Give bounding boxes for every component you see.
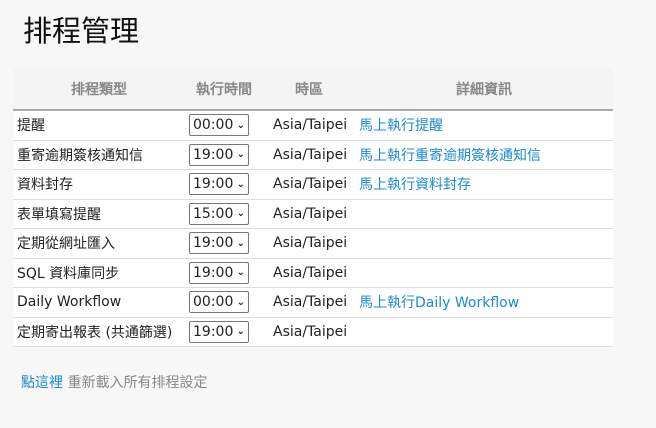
time-value: 19:00 bbox=[193, 323, 234, 340]
footer: 點這裡 重新載入所有排程設定 bbox=[21, 372, 207, 392]
run-now-link[interactable]: 馬上執行Daily Workflow bbox=[359, 295, 520, 312]
chevron-down-icon: ⌄ bbox=[236, 296, 245, 308]
time-value: 19:00 bbox=[193, 146, 234, 163]
schedule-type: 重寄逾期簽核通知信 bbox=[13, 140, 185, 170]
chevron-down-icon: ⌄ bbox=[236, 119, 245, 131]
timezone: Asia/Taipei bbox=[263, 199, 355, 229]
schedule-type: 定期寄出報表 (共通篩選) bbox=[13, 317, 185, 347]
reload-text: 重新載入所有排程設定 bbox=[67, 375, 208, 391]
header-time: 執行時間 bbox=[185, 68, 263, 111]
time-value: 00:00 bbox=[193, 117, 234, 134]
time-value: 00:00 bbox=[193, 294, 234, 311]
schedule-type: Daily Workflow bbox=[13, 287, 185, 318]
time-select[interactable]: 00:00 ⌄ bbox=[189, 291, 249, 314]
timezone: Asia/Taipei bbox=[263, 169, 355, 200]
schedule-type: SQL 資料庫同步 bbox=[13, 258, 185, 288]
run-now-link[interactable]: 馬上執行提醒 bbox=[359, 118, 443, 135]
time-select[interactable]: 19:00 ⌄ bbox=[189, 143, 249, 166]
time-select[interactable]: 19:00 ⌄ bbox=[189, 320, 249, 343]
time-select[interactable]: 19:00 ⌄ bbox=[189, 261, 249, 284]
table-row: Daily Workflow 00:00 ⌄ Asia/Taipei 馬上執行Da… bbox=[13, 287, 613, 318]
timezone: Asia/Taipei bbox=[263, 287, 355, 318]
time-select[interactable]: 15:00 ⌄ bbox=[189, 202, 249, 225]
header-details: 詳細資訊 bbox=[355, 68, 613, 111]
run-now-link[interactable]: 馬上執行重寄逾期簽核通知信 bbox=[359, 147, 541, 164]
schedule-type: 定期從網址匯入 bbox=[13, 228, 185, 259]
timezone: Asia/Taipei bbox=[263, 140, 355, 170]
time-value: 15:00 bbox=[193, 205, 234, 222]
schedule-type: 提醒 bbox=[13, 110, 185, 141]
table-row: 資料封存 19:00 ⌄ Asia/Taipei 馬上執行資料封存 bbox=[13, 169, 613, 200]
table-row: 提醒 00:00 ⌄ Asia/Taipei 馬上執行提醒 bbox=[13, 110, 613, 141]
time-value: 19:00 bbox=[193, 176, 234, 193]
page-title: 排程管理 bbox=[23, 14, 140, 48]
header-type: 排程類型 bbox=[13, 68, 185, 111]
header-timezone: 時區 bbox=[263, 68, 355, 111]
chevron-down-icon: ⌄ bbox=[236, 208, 245, 220]
reload-link[interactable]: 點這裡 bbox=[21, 375, 63, 391]
timezone: Asia/Taipei bbox=[263, 317, 355, 347]
time-select[interactable]: 19:00 ⌄ bbox=[189, 173, 249, 196]
chevron-down-icon: ⌄ bbox=[236, 149, 245, 161]
timezone: Asia/Taipei bbox=[263, 258, 355, 288]
chevron-down-icon: ⌄ bbox=[236, 178, 245, 190]
schedule-type: 資料封存 bbox=[13, 169, 185, 200]
time-value: 19:00 bbox=[193, 235, 234, 252]
table-row: 定期寄出報表 (共通篩選) 19:00 ⌄ Asia/Taipei bbox=[13, 317, 613, 347]
table-row: 定期從網址匯入 19:00 ⌄ Asia/Taipei bbox=[13, 228, 613, 259]
schedule-type: 表單填寫提醒 bbox=[13, 199, 185, 229]
time-select[interactable]: 00:00 ⌄ bbox=[189, 114, 249, 137]
chevron-down-icon: ⌄ bbox=[236, 237, 245, 249]
table-row: 表單填寫提醒 15:00 ⌄ Asia/Taipei bbox=[13, 199, 613, 229]
time-value: 19:00 bbox=[193, 264, 234, 281]
chevron-down-icon: ⌄ bbox=[236, 326, 245, 338]
timezone: Asia/Taipei bbox=[263, 110, 355, 141]
time-select[interactable]: 19:00 ⌄ bbox=[189, 232, 249, 255]
table-row: SQL 資料庫同步 19:00 ⌄ Asia/Taipei bbox=[13, 258, 613, 288]
table-row: 重寄逾期簽核通知信 19:00 ⌄ Asia/Taipei 馬上執行重寄逾期簽核通… bbox=[13, 140, 613, 170]
run-now-link[interactable]: 馬上執行資料封存 bbox=[359, 177, 471, 194]
chevron-down-icon: ⌄ bbox=[236, 267, 245, 279]
timezone: Asia/Taipei bbox=[263, 228, 355, 259]
schedule-table: 排程類型 執行時間 時區 詳細資訊 提醒 00:00 ⌄ Asia/Taipei … bbox=[13, 68, 613, 347]
